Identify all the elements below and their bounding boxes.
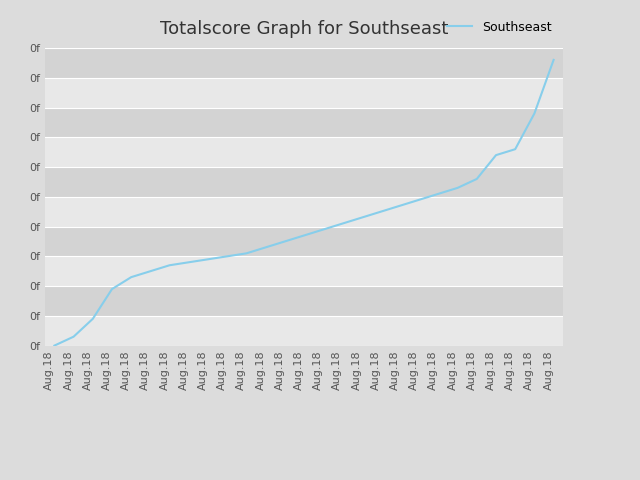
Bar [45, 48, 563, 78]
Southseast [204, 256, 212, 262]
Southseast [377, 209, 385, 215]
Southseast [281, 239, 289, 244]
Title: Totalscore Graph for Southseast: Totalscore Graph for Southseast [160, 20, 448, 38]
Line: Southseast: Southseast [54, 60, 554, 346]
Legend: Southseast: Southseast [442, 15, 557, 38]
Southseast [89, 316, 97, 322]
Southseast [415, 197, 423, 203]
Southseast [454, 185, 461, 191]
Southseast [51, 343, 58, 348]
Southseast [396, 203, 404, 209]
Southseast [339, 221, 346, 227]
Bar [45, 108, 563, 137]
Southseast [147, 268, 154, 274]
Southseast [243, 251, 250, 256]
Southseast [108, 286, 116, 292]
Southseast [550, 57, 557, 63]
Southseast [319, 227, 327, 232]
Southseast [358, 215, 365, 220]
Southseast [300, 233, 308, 239]
Bar [45, 227, 563, 256]
Southseast [511, 146, 519, 152]
Southseast [473, 176, 481, 182]
Southseast [492, 152, 500, 158]
Southseast [531, 110, 538, 116]
Southseast [166, 263, 173, 268]
Bar [45, 167, 563, 197]
Bar [45, 286, 563, 316]
Southseast [70, 334, 77, 339]
Southseast [127, 274, 135, 280]
Southseast [262, 244, 269, 250]
Southseast [185, 259, 193, 265]
Southseast [435, 191, 442, 197]
Southseast [223, 253, 231, 259]
